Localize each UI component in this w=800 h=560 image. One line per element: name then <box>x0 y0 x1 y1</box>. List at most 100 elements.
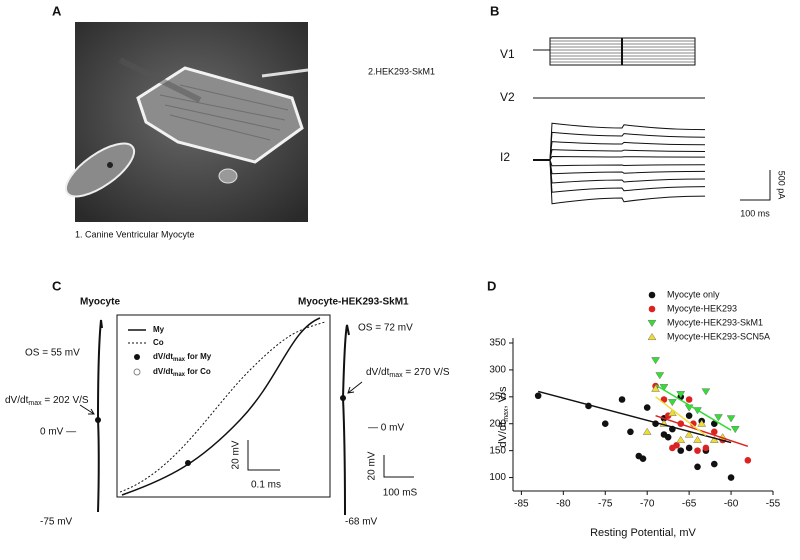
action-potential <box>79 319 363 516</box>
point <box>685 444 693 452</box>
y-tick-label: 350 <box>489 338 506 349</box>
trace-label: V1 <box>500 47 515 61</box>
trace-title: Myocyte <box>80 297 120 308</box>
trend-line <box>537 390 732 444</box>
point <box>664 433 672 441</box>
point <box>710 420 718 428</box>
point <box>702 444 710 452</box>
x-tick-label: -60 <box>724 499 739 510</box>
current-trace <box>549 159 706 167</box>
current-trace <box>549 156 706 161</box>
panel-label: B <box>490 3 499 18</box>
y-tick-label: 100 <box>489 472 506 483</box>
point <box>601 420 609 428</box>
scale-bar <box>383 455 414 478</box>
legend-marker <box>647 332 657 341</box>
y-tick-label: 150 <box>489 445 506 456</box>
inset <box>116 314 331 498</box>
scale-bar <box>740 170 771 201</box>
point <box>676 435 686 443</box>
legend-label: Myocyte only <box>667 289 720 299</box>
point <box>710 428 718 436</box>
legend-label: Myocyte-HEK293 <box>667 303 737 313</box>
x-tick-label: -85 <box>514 499 529 510</box>
panel-label: A <box>52 3 62 18</box>
current-trace <box>549 122 706 161</box>
current-trace <box>549 159 706 193</box>
point <box>651 384 661 392</box>
trend-line <box>655 384 732 431</box>
point <box>534 392 542 400</box>
point <box>655 372 665 380</box>
point <box>639 455 647 463</box>
point <box>693 435 702 443</box>
trend-line <box>655 396 707 437</box>
legend-label: My <box>153 325 165 334</box>
annotation: dV/dtmax = 270 V/S <box>366 367 450 379</box>
point <box>673 441 680 449</box>
annotation: OS = 55 mV <box>25 348 80 359</box>
y-tick-label: 250 <box>489 391 506 402</box>
point <box>667 399 677 407</box>
legend-marker <box>647 319 657 328</box>
annotation: — 0 mV <box>368 423 404 434</box>
point <box>659 384 669 392</box>
point <box>744 457 752 464</box>
point <box>627 428 634 436</box>
current-trace <box>549 159 706 205</box>
trace-label: I2 <box>500 150 510 164</box>
x-tick-label: -80 <box>556 499 571 510</box>
panel-label: D <box>487 278 496 293</box>
annotation: 0 mV — <box>40 427 76 438</box>
legend-marker <box>648 305 656 313</box>
scale-label: 0.1 ms <box>251 480 281 491</box>
current-trace <box>549 159 706 175</box>
traces <box>533 37 706 205</box>
x-tick-label: -65 <box>682 499 697 510</box>
point <box>667 408 677 417</box>
annotation: -68 mV <box>345 517 378 528</box>
y-tick-label: 300 <box>489 365 506 376</box>
point <box>642 427 652 435</box>
legend-marker <box>648 291 656 299</box>
current-trace <box>549 159 706 184</box>
point <box>685 396 693 403</box>
point <box>714 414 723 422</box>
point <box>643 404 651 411</box>
point <box>730 426 740 434</box>
current-trace <box>549 141 706 161</box>
point <box>701 388 711 396</box>
point <box>697 419 707 427</box>
y-axis-label: dV/dtmax, V/s <box>497 386 510 447</box>
scale-label: 100 mS <box>383 488 418 499</box>
legend-label: Co <box>153 338 164 347</box>
panel-label: C <box>52 278 62 293</box>
x-tick-label: -70 <box>640 499 655 510</box>
point <box>694 463 701 471</box>
legend-label: dV/dtmax for Co <box>153 367 211 377</box>
trace-title: Myocyte-HEK293-SkM1 <box>298 297 409 308</box>
point <box>684 430 694 438</box>
legend-label: Myocyte-HEK293-SCN5A <box>667 331 770 341</box>
trace-label: V2 <box>500 90 515 104</box>
point <box>710 460 718 468</box>
point <box>727 474 735 481</box>
micrograph <box>64 22 309 222</box>
legend-label: Myocyte-HEK293-SkM1 <box>667 317 763 327</box>
current-trace <box>549 149 706 161</box>
x-axis-label: Resting Potential, mV <box>590 527 696 539</box>
point <box>709 435 719 443</box>
scale-label: 20 mV <box>367 451 378 480</box>
point <box>677 447 685 454</box>
annotation: dV/dtmax = 202 V/S <box>5 395 89 407</box>
annotation: -75 mV <box>40 517 73 528</box>
x-tick-label: -55 <box>766 499 781 510</box>
point <box>726 415 736 423</box>
y-tick-label: 200 <box>489 418 506 429</box>
legend-label: dV/dtmax for My <box>153 352 212 362</box>
scale-label: 500 pA <box>777 171 787 200</box>
scale-label: 100 ms <box>740 208 770 218</box>
point <box>618 396 626 403</box>
annotation: OS = 72 mV <box>358 323 413 334</box>
